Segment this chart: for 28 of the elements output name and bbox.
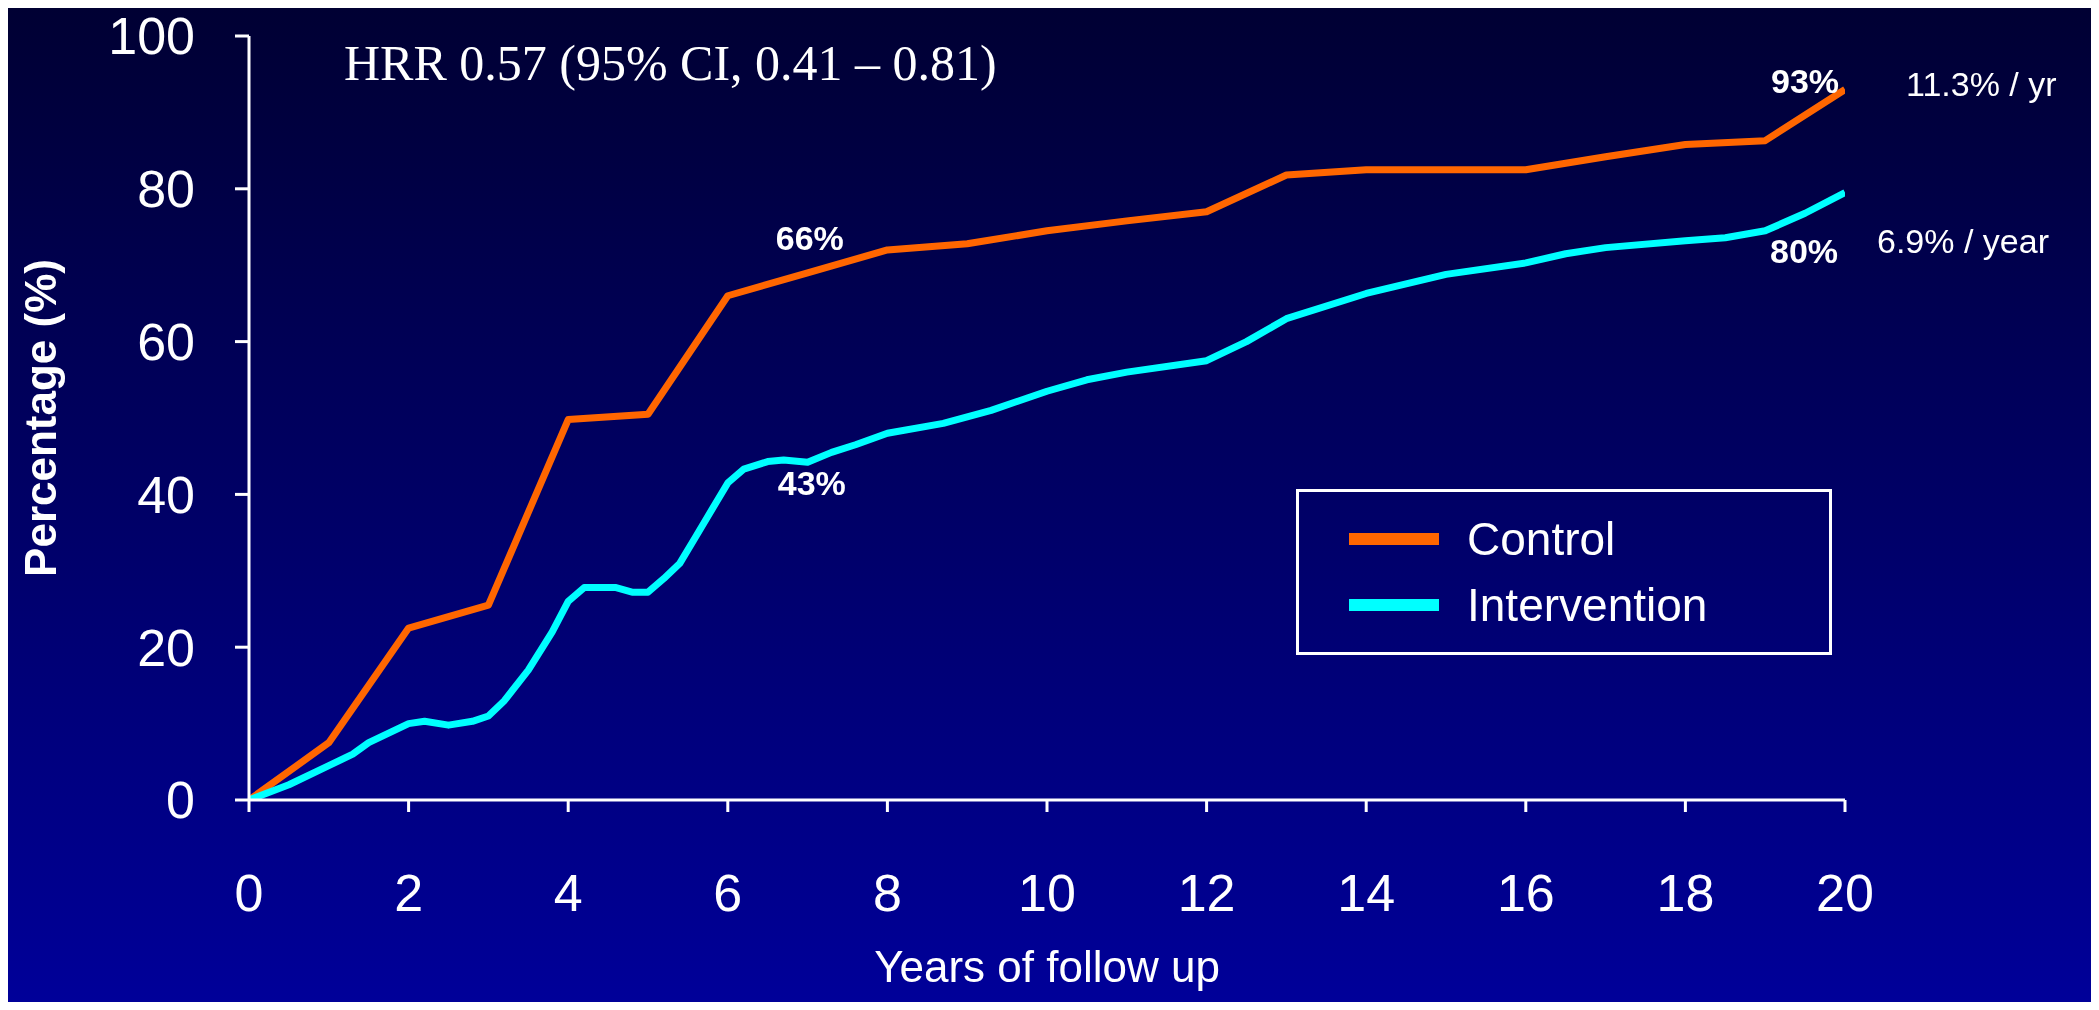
x-tick-label: 20 bbox=[1816, 863, 1874, 922]
text: 6.9% / year bbox=[1877, 222, 2049, 261]
x-tick-label: 6 bbox=[713, 863, 743, 922]
annotation: 66% bbox=[775, 218, 844, 257]
y-tick-label: 100 bbox=[108, 7, 195, 66]
legend-label: Control bbox=[1467, 512, 1616, 566]
y-tick-label: 80 bbox=[137, 160, 195, 219]
x-tick-label: 14 bbox=[1337, 863, 1396, 922]
x-tick-label: 4 bbox=[553, 863, 583, 922]
y-tick-label: 0 bbox=[166, 771, 195, 830]
annotation: 80% bbox=[1769, 231, 1839, 270]
x-tick-label: 12 bbox=[1177, 863, 1236, 922]
x-axis-title: Years of follow up bbox=[874, 941, 1220, 991]
y-tick-label: 40 bbox=[137, 465, 195, 524]
y-axis-title: Percentage (%) bbox=[15, 259, 65, 577]
x-tick-label: 0 bbox=[234, 863, 264, 922]
x-tick-label: 2 bbox=[394, 863, 424, 922]
annotation: HRR 0.57 (95% CI, 0.41 – 0.81) bbox=[344, 35, 997, 91]
x-tick-label: 8 bbox=[872, 863, 902, 922]
text: 11.3% / yr bbox=[1906, 65, 2057, 104]
annotation: 93% bbox=[1770, 62, 1840, 101]
y-tick-label: 60 bbox=[137, 313, 195, 372]
x-tick-label: 16 bbox=[1496, 863, 1555, 922]
y-tick-label: 20 bbox=[137, 618, 195, 677]
x-tick-label: 10 bbox=[1018, 863, 1076, 922]
legend-label: Intervention bbox=[1467, 578, 1708, 632]
x-tick-label: 18 bbox=[1656, 863, 1715, 922]
annotation: 43% bbox=[777, 464, 846, 503]
